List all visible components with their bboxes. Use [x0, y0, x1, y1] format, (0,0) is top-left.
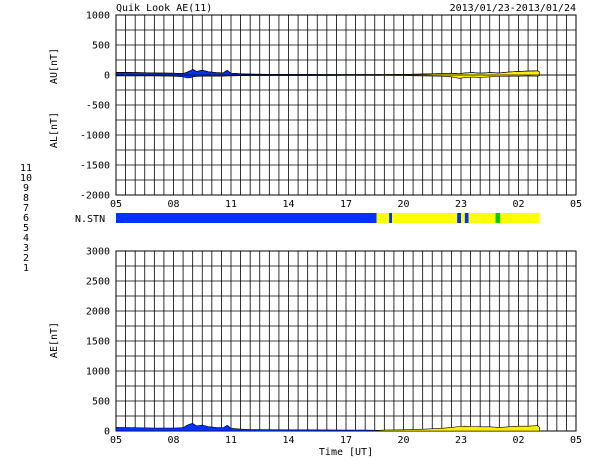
- x-tick-label: 11: [225, 435, 237, 446]
- legend-item: 3: [23, 243, 29, 254]
- station-segment: [457, 213, 461, 223]
- y-tick-label: 1000: [86, 11, 110, 22]
- station-segment: [392, 213, 458, 223]
- y-tick-label: -2000: [80, 191, 110, 202]
- legend-item: 5: [23, 223, 29, 234]
- x-tick-label: 05: [570, 199, 582, 210]
- data-area: [378, 425, 540, 432]
- x-tick-label: 20: [397, 199, 409, 210]
- x-tick-label: 05: [570, 435, 582, 446]
- legend-item: 1: [23, 263, 29, 274]
- station-segment: [389, 213, 392, 223]
- x-tick-label: 11: [225, 199, 237, 210]
- station-segment: [495, 213, 501, 223]
- y-tick-label: 0: [104, 71, 110, 82]
- station-segment: [116, 213, 377, 223]
- x-tick-label: 05: [110, 199, 122, 210]
- legend-item: 4: [23, 233, 29, 244]
- y-tick-label: 500: [92, 397, 110, 408]
- date-range: 2013/01/23-2013/01/24: [450, 3, 576, 14]
- y-tick-label: 2000: [86, 307, 110, 318]
- legend-item: 11: [20, 163, 32, 174]
- time-axis-label: Time [UT]: [319, 447, 373, 458]
- x-tick-label: 17: [340, 199, 352, 210]
- legend-item: 10: [20, 173, 32, 184]
- x-tick-label: 02: [512, 199, 524, 210]
- x-tick-label: 08: [167, 435, 179, 446]
- data-area: [115, 423, 379, 432]
- au-axis-label: AU[nT]: [49, 48, 60, 84]
- chart-title: Quik Look AE(11): [116, 3, 212, 14]
- al-axis-label: AL[nT]: [49, 112, 60, 148]
- y-tick-label: 1000: [86, 367, 110, 378]
- y-tick-label: -500: [86, 101, 110, 112]
- ae-axis-label: AE[nT]: [49, 322, 60, 358]
- y-tick-label: -1000: [80, 131, 110, 142]
- y-tick-label: 3000: [86, 247, 110, 258]
- station-segment: [500, 213, 540, 223]
- y-tick-label: -1500: [80, 161, 110, 172]
- x-tick-label: 17: [340, 435, 352, 446]
- station-segment: [376, 213, 390, 223]
- y-tick-label: 2500: [86, 277, 110, 288]
- station-count-panel: [116, 213, 540, 223]
- nstn-label: N.STN: [75, 214, 105, 225]
- x-tick-label: 20: [397, 435, 409, 446]
- legend-item: 7: [23, 203, 29, 214]
- x-tick-label: 14: [282, 435, 294, 446]
- x-tick-label: 14: [282, 199, 294, 210]
- legend-item: 9: [23, 183, 29, 194]
- y-tick-label: 500: [92, 41, 110, 52]
- station-segment: [468, 213, 496, 223]
- legend-item: 6: [23, 213, 29, 224]
- x-tick-label: 05: [110, 435, 122, 446]
- y-tick-label: 1500: [86, 337, 110, 348]
- au-line: [115, 68, 540, 75]
- legend-item: 2: [23, 253, 29, 264]
- x-tick-label: 08: [167, 199, 179, 210]
- y-tick-label: 0: [104, 427, 110, 438]
- legend-item: 8: [23, 193, 29, 204]
- station-segment: [461, 213, 465, 223]
- x-tick-label: 02: [512, 435, 524, 446]
- x-tick-label: 23: [455, 435, 467, 446]
- x-tick-label: 23: [455, 199, 467, 210]
- station-segment: [464, 213, 469, 223]
